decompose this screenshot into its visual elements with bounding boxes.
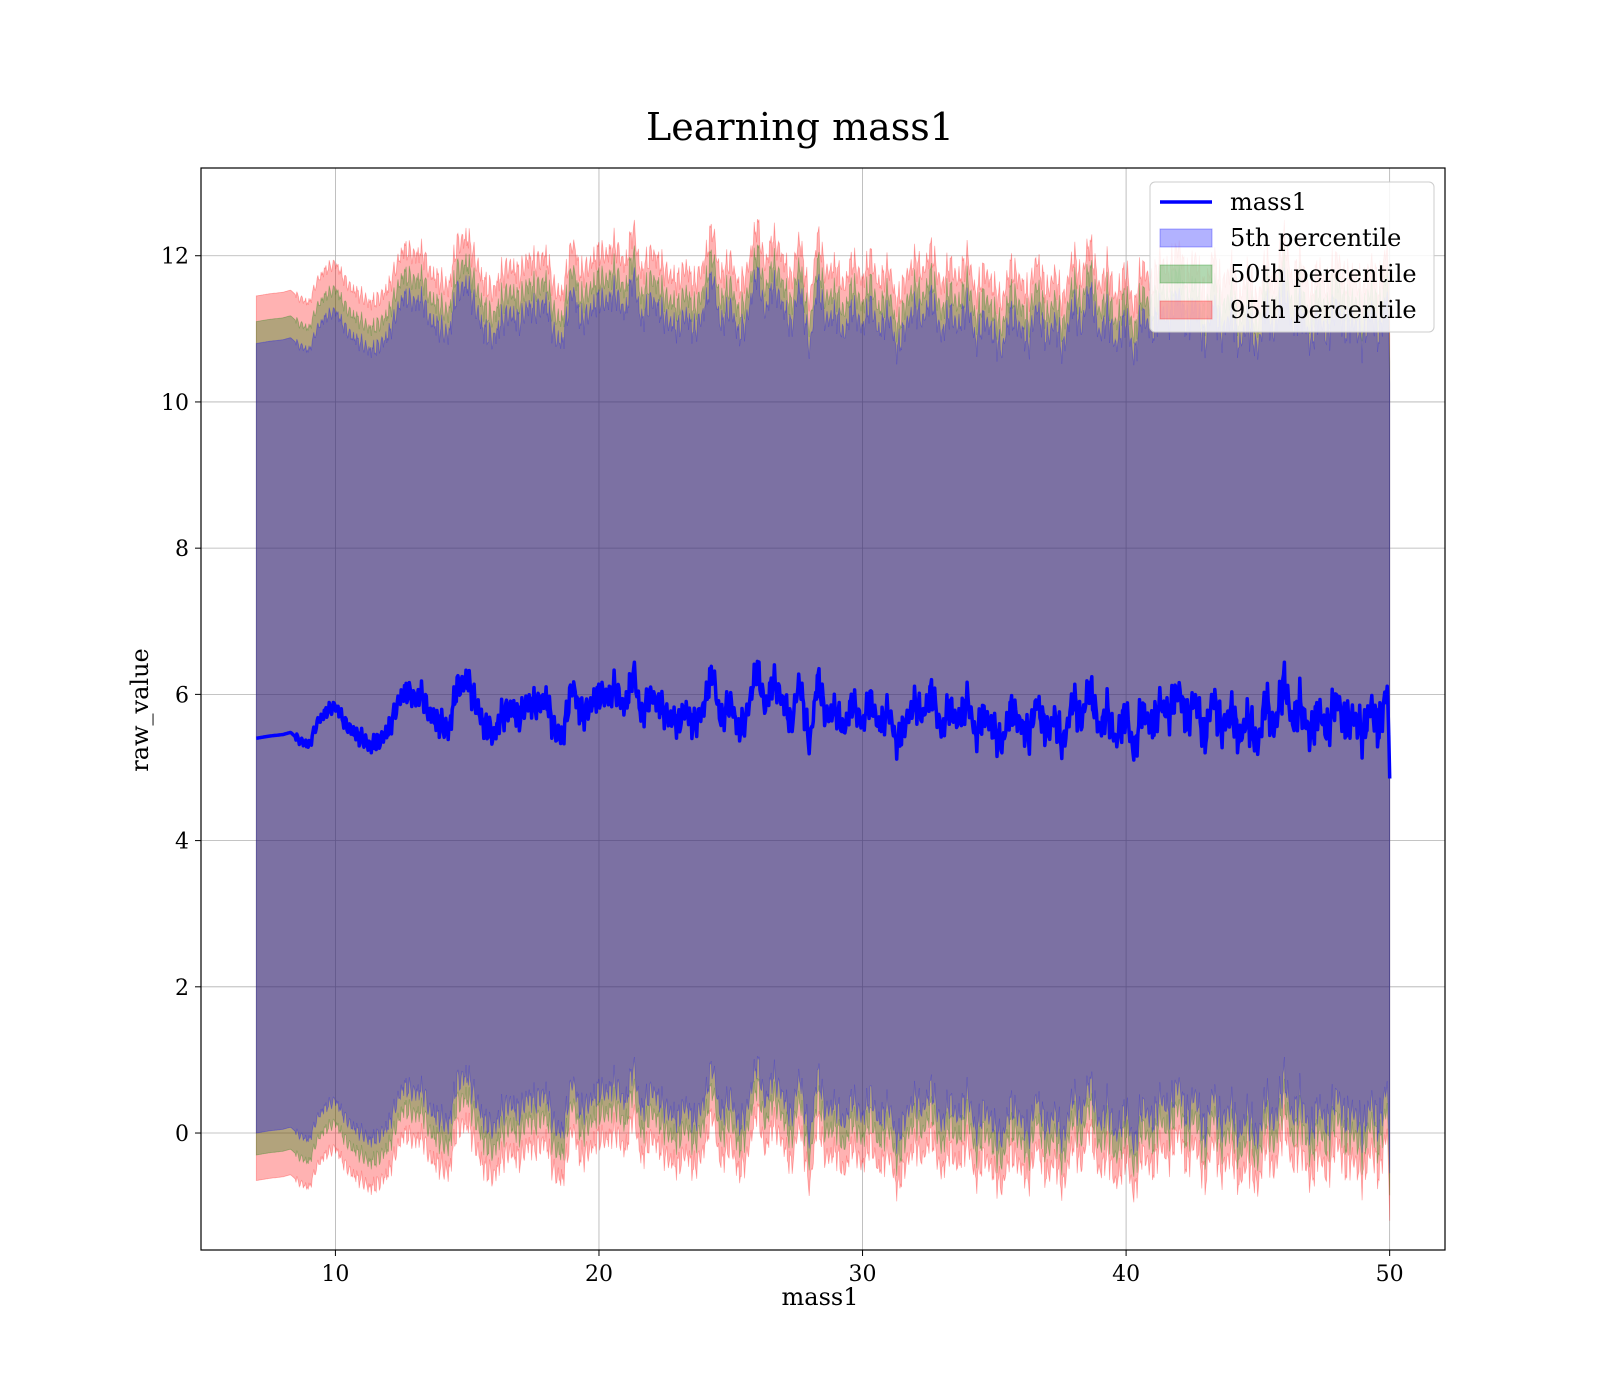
x-tick-label: 10 bbox=[321, 1262, 349, 1287]
x-tick-label: 50 bbox=[1376, 1262, 1404, 1287]
legend-label: 50th percentile bbox=[1230, 260, 1417, 288]
x-tick-label: 40 bbox=[1112, 1262, 1140, 1287]
y-tick-label: 10 bbox=[161, 391, 189, 416]
legend-label: mass1 bbox=[1230, 188, 1307, 216]
y-tick-label: 4 bbox=[175, 830, 189, 855]
x-axis-label: mass1 bbox=[782, 1283, 859, 1311]
y-tick-label: 6 bbox=[175, 683, 189, 708]
legend-label: 95th percentile bbox=[1230, 296, 1417, 324]
plot-frame bbox=[200, 167, 1446, 1251]
legend-label: 5th percentile bbox=[1230, 224, 1401, 252]
y-tick-label: 0 bbox=[175, 1122, 189, 1147]
legend: mass1 5th percentile 50th percentile 95th p… bbox=[1149, 181, 1435, 333]
x-tick-label: 20 bbox=[585, 1262, 613, 1287]
x-tick-label: 30 bbox=[849, 1262, 877, 1287]
legend-swatch bbox=[1159, 264, 1213, 284]
plot-area: 10 20 30 40 50 0 2 4 6 8 10 12 bbox=[161, 167, 1446, 1287]
legend-swatch bbox=[1159, 228, 1213, 248]
y-axis-label: raw_value bbox=[126, 648, 154, 772]
chart-title: Learning mass1 bbox=[646, 105, 954, 149]
y-tick-label: 8 bbox=[175, 537, 189, 562]
series-line-mass1 bbox=[255, 659, 1392, 779]
y-tick-label: 2 bbox=[175, 976, 189, 1001]
y-tick-label: 12 bbox=[161, 245, 189, 270]
legend-swatch bbox=[1159, 300, 1213, 320]
legend-box bbox=[1149, 181, 1435, 333]
